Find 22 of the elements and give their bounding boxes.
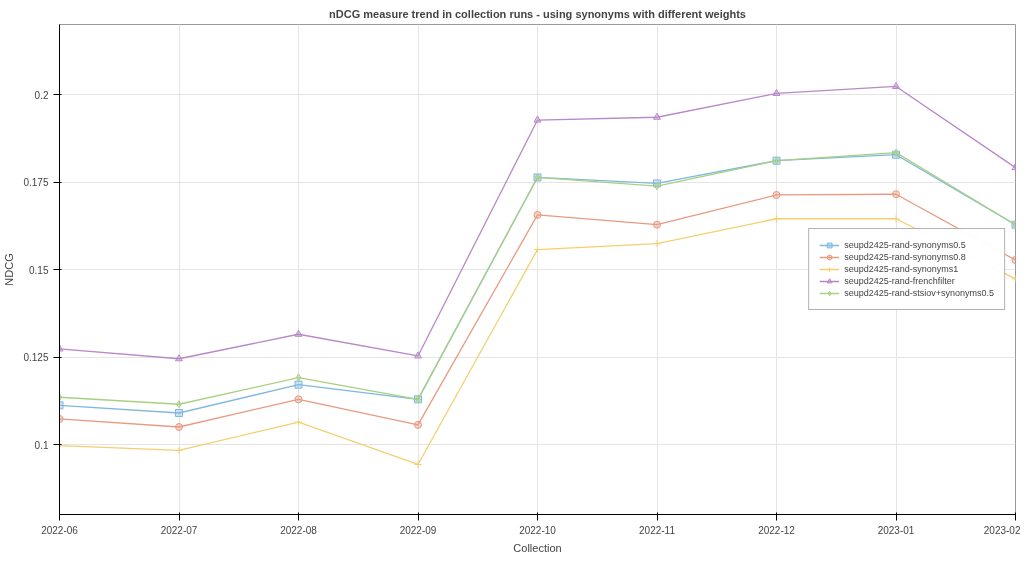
x-tick-label: 2022-07 bbox=[160, 524, 198, 536]
y-tick-label: 0.175 bbox=[23, 177, 49, 188]
x-axis-title: Collection bbox=[513, 541, 562, 554]
legend-label: seupd2425-rand-synonyms0.8 bbox=[844, 251, 966, 263]
x-tick-label: 2022-12 bbox=[758, 524, 796, 536]
legend-label: seupd2425-rand-stsiov+synonyms0.5 bbox=[844, 287, 994, 299]
x-tick-label: 2022-06 bbox=[41, 524, 79, 536]
y-tick-label: 0.2 bbox=[34, 89, 49, 101]
y-tick-label: 0.15 bbox=[29, 264, 49, 276]
y-tick-label: 0.1 bbox=[34, 439, 49, 451]
x-tick-label: 2023-02 bbox=[983, 524, 1021, 536]
x-tick-label: 2022-11 bbox=[639, 524, 676, 536]
legend-label: seupd2425-rand-frenchfilter bbox=[844, 275, 955, 287]
x-tick-label: 2023-01 bbox=[877, 524, 915, 536]
legend-label: seupd2425-rand-synonyms1 bbox=[844, 263, 959, 275]
y-tick-label: 0.125 bbox=[23, 352, 49, 363]
x-tick-label: 2022-09 bbox=[399, 524, 437, 536]
chart-title: nDCG measure trend in collection runs - using synonyms with different weights bbox=[329, 7, 746, 20]
y-axis-title: NDCG bbox=[3, 253, 16, 286]
x-tick-label: 2022-08 bbox=[280, 524, 318, 536]
x-tick-label: 2022-10 bbox=[519, 524, 557, 536]
legend-label: seupd2425-rand-synonyms0.5 bbox=[844, 239, 966, 251]
